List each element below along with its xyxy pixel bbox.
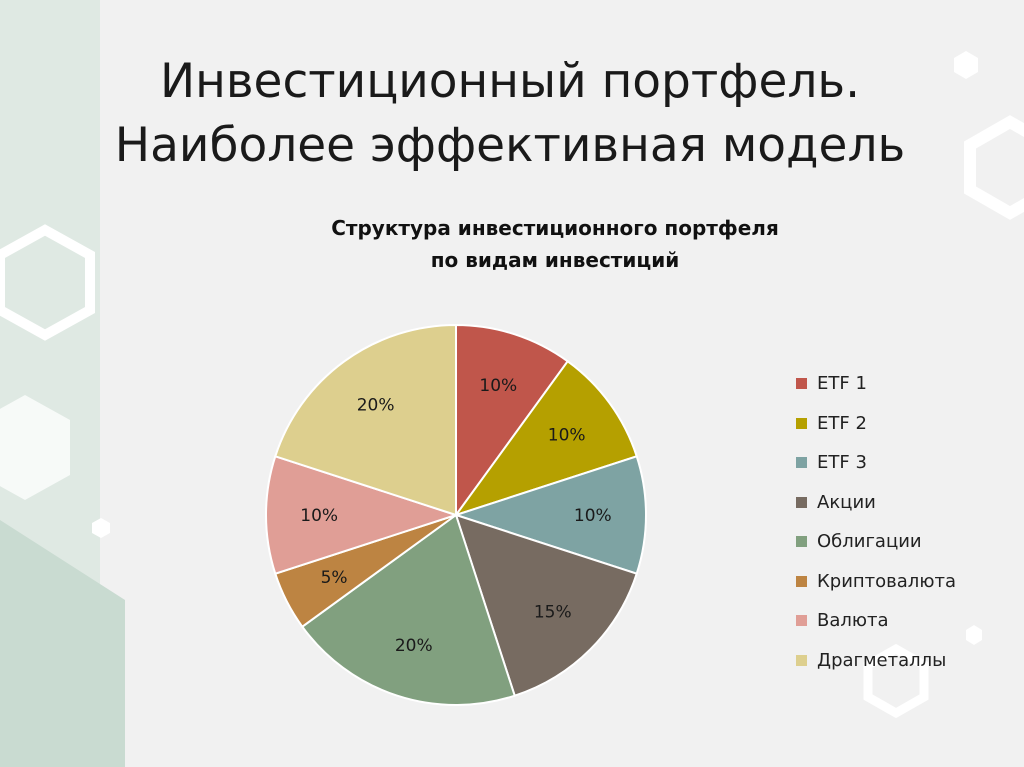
legend-label: ETF 3 (817, 452, 867, 474)
legend-label: ETF 2 (817, 412, 867, 434)
legend-item-1: ETF 1 (796, 364, 1016, 404)
left-diagonal-shape (0, 520, 125, 767)
legend-label: Акции (817, 491, 876, 513)
legend-swatch (796, 575, 807, 587)
legend-swatch (796, 417, 807, 429)
pie-slice-8 (274, 323, 457, 517)
right-tiny-hexagon (966, 625, 982, 645)
chart-title-line1: Структура инвестиционного портфеля (331, 216, 779, 240)
legend-label: ETF 1 (817, 373, 867, 395)
legend-label: Криптовалюта (817, 570, 956, 592)
legend-swatch (796, 496, 807, 508)
left-hexagon-solid (0, 395, 70, 500)
slide-title-line1: Инвестиционный портфель. (159, 54, 861, 109)
right-small-hexagon (954, 51, 978, 79)
legend-item-6: Криптовалюта (796, 562, 1016, 602)
legend-label: Облигации (817, 531, 922, 553)
legend-item-7: Валюта (796, 601, 1016, 641)
pie-slice-label-2: 10% (548, 426, 586, 446)
left-hexagon-outline (0, 224, 95, 341)
legend-item-8: Драгметаллы (796, 641, 1016, 681)
legend-swatch (796, 457, 807, 469)
legend-item-3: ETF 3 (796, 443, 1016, 483)
pie-slice-2 (453, 359, 638, 517)
chart-title-line2: по видам инвестиций (430, 248, 680, 272)
right-hexagon-outline (964, 115, 1024, 220)
pie-slice-label-6: 5% (321, 568, 348, 588)
legend-label: Валюта (817, 610, 889, 632)
pie-slice-label-8: 20% (357, 395, 395, 415)
legend-swatch (796, 536, 807, 548)
pie-slice-label-3: 10% (574, 506, 612, 526)
pie-slice-3 (452, 455, 647, 575)
chart-legend: ETF 1 ETF 2 ETF 3 Акции Облигации Криптовалют… (796, 364, 1016, 680)
pie-slice-label-1: 10% (479, 376, 517, 396)
left-small-hexagon (92, 518, 110, 538)
slide-title: Инвестиционный портфель. Наиболее эффект… (80, 50, 940, 178)
slide-title-line2: Наиболее эффективная модель (114, 118, 906, 173)
right-hexagon-bottom (863, 643, 929, 719)
legend-label: Драгметаллы (817, 649, 947, 671)
legend-item-5: Облигации (796, 522, 1016, 562)
pie-slice-label-5: 20% (395, 636, 433, 656)
legend-item-4: Акции (796, 483, 1016, 523)
pie-slice-7 (265, 455, 460, 575)
pie-slice-label-7: 10% (300, 506, 338, 526)
pie-slice-label-4: 15% (534, 603, 572, 623)
legend-swatch (796, 378, 807, 390)
legend-item-2: ETF 2 (796, 404, 1016, 444)
legend-swatch (796, 654, 807, 666)
pie-slice-1 (455, 323, 570, 519)
legend-swatch (796, 615, 807, 627)
chart-title: Структура инвестиционного портфеля по ви… (230, 212, 880, 276)
pie-slice-5 (300, 513, 516, 706)
pie-slice-4 (454, 513, 638, 697)
